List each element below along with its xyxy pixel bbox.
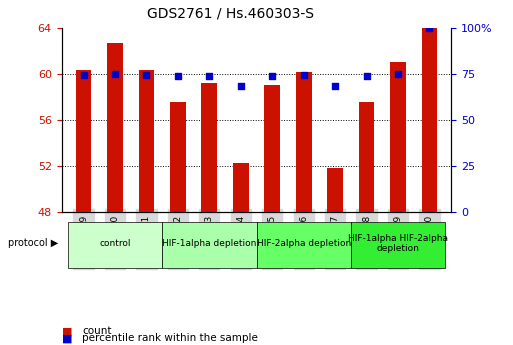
Text: HIF-1alpha depletion: HIF-1alpha depletion: [162, 239, 256, 248]
FancyBboxPatch shape: [162, 222, 256, 268]
Text: percentile rank within the sample: percentile rank within the sample: [82, 333, 258, 343]
Text: ■: ■: [62, 333, 72, 343]
FancyBboxPatch shape: [256, 222, 351, 268]
Point: [300, 73, 308, 78]
Bar: [422, 28, 437, 211]
Bar: [327, 168, 343, 211]
Bar: [76, 70, 91, 211]
Point: [425, 25, 433, 30]
Point: [174, 73, 182, 79]
Point: [363, 73, 371, 79]
Bar: [107, 42, 123, 211]
Point: [142, 72, 150, 77]
Text: protocol ▶: protocol ▶: [8, 238, 58, 248]
Point: [394, 71, 402, 76]
Text: ■: ■: [62, 326, 72, 336]
Text: HIF-1alpha HIF-2alpha
depletion: HIF-1alpha HIF-2alpha depletion: [348, 234, 448, 253]
Text: count: count: [82, 326, 112, 336]
FancyBboxPatch shape: [351, 222, 445, 268]
Text: control: control: [99, 239, 131, 248]
Point: [205, 73, 213, 79]
Bar: [170, 102, 186, 211]
Bar: [359, 102, 374, 211]
FancyBboxPatch shape: [68, 222, 162, 268]
Bar: [264, 85, 280, 211]
Bar: [233, 163, 249, 211]
Point: [331, 84, 339, 89]
Bar: [139, 70, 154, 211]
Point: [236, 84, 245, 89]
Bar: [390, 62, 406, 211]
Bar: [296, 72, 311, 211]
Text: HIF-2alpha depletion: HIF-2alpha depletion: [256, 239, 351, 248]
Point: [268, 73, 277, 79]
Bar: [202, 83, 217, 211]
Text: GDS2761 / Hs.460303-S: GDS2761 / Hs.460303-S: [147, 7, 314, 21]
Point: [111, 71, 119, 76]
Point: [80, 72, 88, 77]
